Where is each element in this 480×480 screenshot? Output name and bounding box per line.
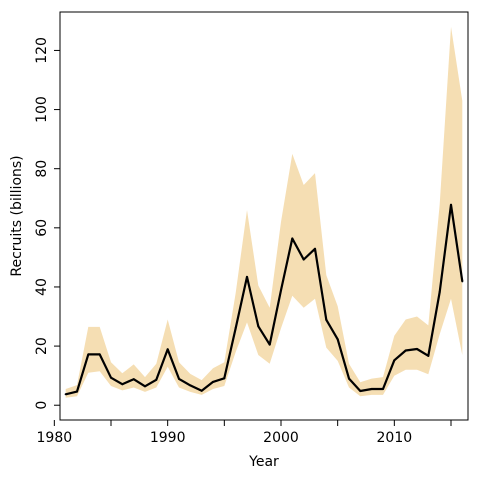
data-point-1985 xyxy=(110,376,112,379)
data-point-1992 xyxy=(189,384,192,387)
data-point-2003 xyxy=(314,247,316,250)
data-point-2009 xyxy=(382,387,384,390)
data-points xyxy=(64,203,464,396)
plot-area xyxy=(64,26,464,398)
data-point-2005 xyxy=(336,338,339,341)
data-point-1982 xyxy=(76,390,78,393)
data-point-1997 xyxy=(246,275,248,278)
data-point-1998 xyxy=(257,325,260,328)
x-tick-label-1990: 1990 xyxy=(150,430,186,446)
data-point-1996 xyxy=(234,327,237,330)
series-line xyxy=(65,203,464,396)
data-point-1991 xyxy=(178,377,180,380)
data-point-2002 xyxy=(302,258,305,261)
y-tick-label-60: 60 xyxy=(34,219,50,237)
y-tick-label-100: 100 xyxy=(34,96,50,123)
y-tick-label-40: 40 xyxy=(34,278,50,296)
x-axis-label: Year xyxy=(248,454,279,470)
y-tick-label-20: 20 xyxy=(34,337,50,355)
x-axis: 1980 1990 2000 2010 xyxy=(37,420,452,446)
y-tick-label-0: 0 xyxy=(34,401,50,410)
data-point-1994 xyxy=(212,380,214,383)
y-axis: 0 20 40 60 80 100 120 xyxy=(34,37,60,410)
data-point-1990 xyxy=(166,348,169,351)
data-point-1986 xyxy=(121,383,124,386)
y-tick-label-80: 80 xyxy=(34,160,50,178)
data-point-2001 xyxy=(291,237,294,240)
data-point-1999 xyxy=(268,343,271,346)
data-point-2016 xyxy=(461,280,464,283)
data-point-1981 xyxy=(64,393,67,396)
plot-frame xyxy=(59,11,469,421)
data-point-1983 xyxy=(87,353,90,356)
x-tick-label-1980: 1980 xyxy=(37,430,73,446)
x-tick-label-2000: 2000 xyxy=(263,430,299,446)
y-axis-label: Recruits (billions) xyxy=(9,155,25,276)
data-point-1988 xyxy=(144,385,146,388)
data-point-2000 xyxy=(280,289,282,292)
data-point-2004 xyxy=(325,318,328,321)
confidence-band xyxy=(65,26,463,398)
data-point-1993 xyxy=(200,389,203,392)
data-point-1987 xyxy=(132,378,135,381)
y-tick-label-120: 120 xyxy=(34,37,50,64)
data-point-2011 xyxy=(404,349,407,352)
data-point-1984 xyxy=(98,353,101,356)
data-point-1989 xyxy=(155,378,158,381)
data-point-2010 xyxy=(393,359,396,362)
x-tick-label-2010: 2010 xyxy=(377,430,413,446)
data-point-1995 xyxy=(223,377,226,380)
data-point-2014 xyxy=(438,290,441,293)
data-point-2015 xyxy=(450,203,452,206)
data-point-2007 xyxy=(359,390,362,393)
data-point-2012 xyxy=(416,348,418,351)
data-point-2013 xyxy=(427,354,430,357)
data-point-2008 xyxy=(370,387,373,390)
data-point-2006 xyxy=(348,377,350,380)
